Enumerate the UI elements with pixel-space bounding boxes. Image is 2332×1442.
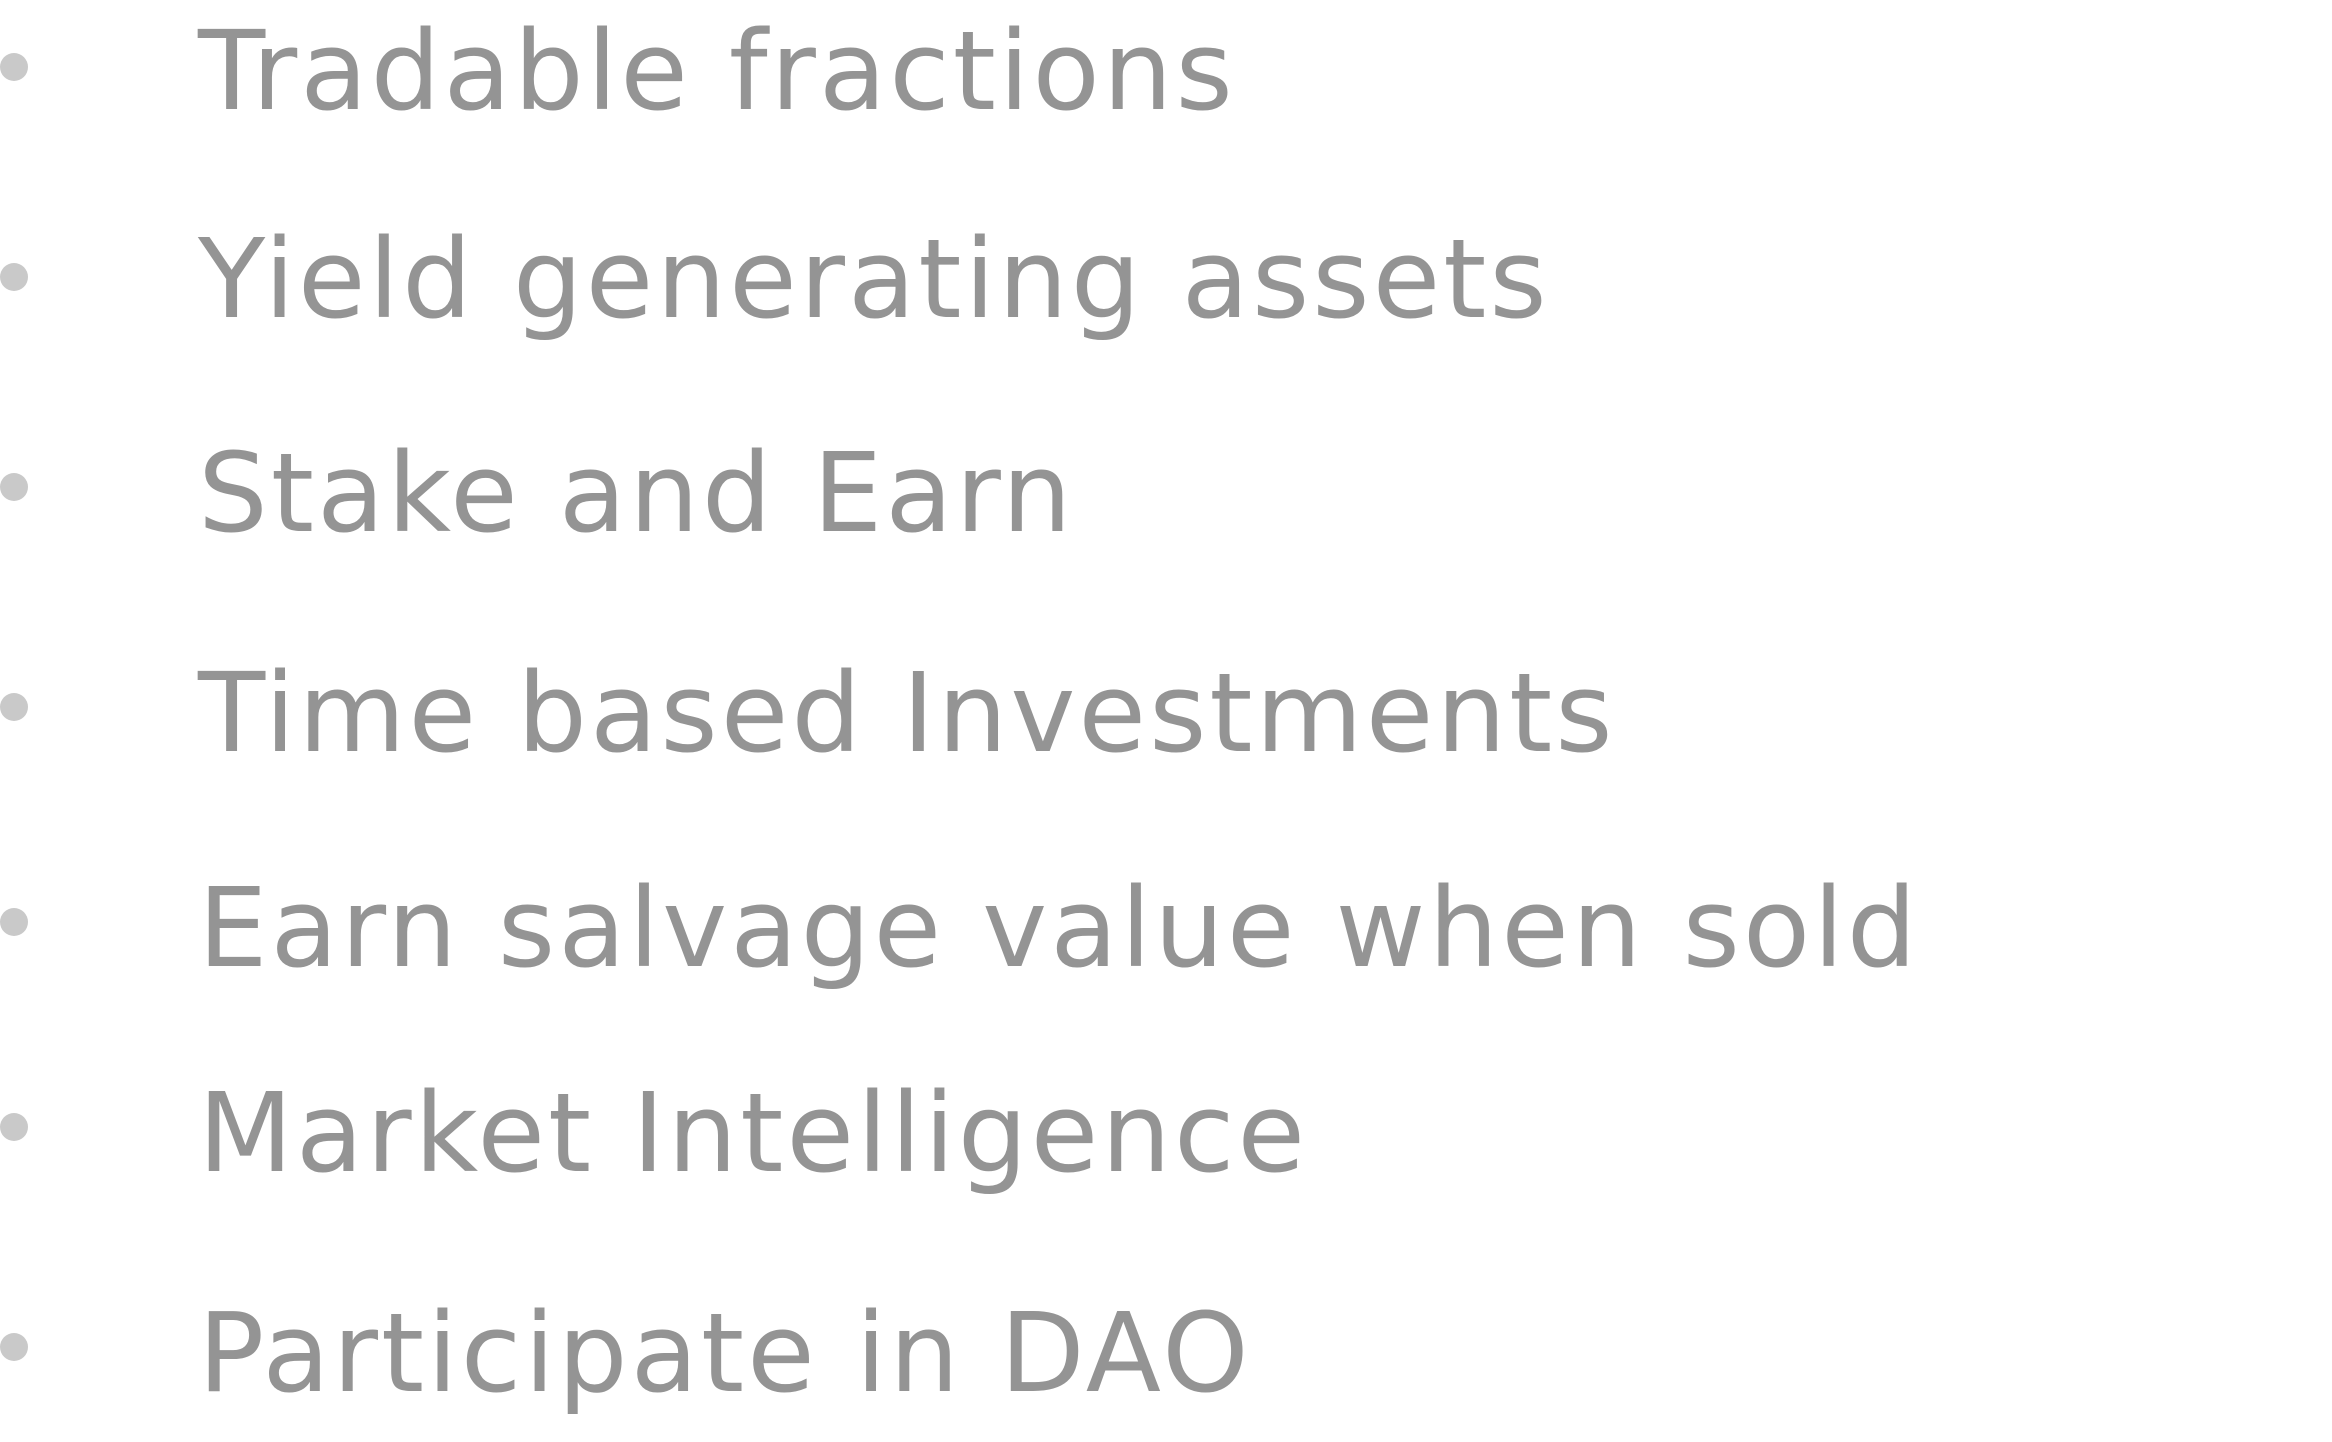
bullet-icon: [0, 1333, 28, 1361]
bullet-icon: [0, 263, 28, 291]
feature-text: Yield generating assets: [198, 215, 1550, 343]
list-item: Time based Investments: [0, 640, 2332, 780]
bullet-icon: [0, 693, 28, 721]
list-item: Tradable fractions: [0, 0, 2332, 140]
bullet-icon: [0, 53, 28, 81]
bullet-icon: [0, 473, 28, 501]
list-item: Yield generating assets: [0, 210, 2332, 350]
list-item: Stake and Earn: [0, 420, 2332, 560]
bullet-icon: [0, 1113, 28, 1141]
list-item: Participate in DAO: [0, 1280, 2332, 1420]
feature-text: Stake and Earn: [198, 429, 1075, 557]
feature-text: Participate in DAO: [198, 1289, 1252, 1417]
feature-text: Tradable fractions: [198, 7, 1236, 135]
list-item: Earn salvage value when sold: [0, 855, 2332, 995]
feature-text: Time based Investments: [198, 649, 1616, 777]
feature-text: Earn salvage value when sold: [198, 864, 1920, 992]
bullet-icon: [0, 908, 28, 936]
list-item: Market Intelligence: [0, 1060, 2332, 1200]
feature-text: Market Intelligence: [198, 1069, 1309, 1197]
